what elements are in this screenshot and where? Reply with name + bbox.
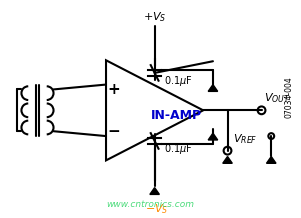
- Polygon shape: [208, 85, 218, 91]
- Text: $+V_S$: $+V_S$: [143, 11, 166, 24]
- Text: 0.1$\mu$F: 0.1$\mu$F: [164, 74, 193, 88]
- Text: $V_{OUT}$: $V_{OUT}$: [265, 92, 291, 106]
- Text: −: −: [107, 124, 120, 139]
- Text: IN-AMP: IN-AMP: [151, 109, 202, 122]
- Text: 07034-004: 07034-004: [284, 76, 293, 118]
- Text: $V_{REF}$: $V_{REF}$: [233, 132, 258, 146]
- Polygon shape: [223, 157, 232, 163]
- Polygon shape: [266, 157, 276, 163]
- Text: +: +: [107, 82, 120, 97]
- Text: $-V_S$: $-V_S$: [145, 202, 168, 216]
- Text: 0.1$\mu$F: 0.1$\mu$F: [164, 142, 193, 156]
- Polygon shape: [208, 133, 218, 140]
- Polygon shape: [150, 188, 160, 194]
- Text: www.cntronics.com: www.cntronics.com: [106, 200, 194, 209]
